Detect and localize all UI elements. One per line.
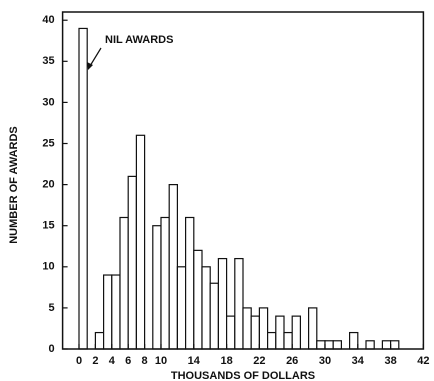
bar (111, 274, 121, 350)
y-tick-label: 30 (42, 96, 54, 108)
x-tick-label: 26 (286, 355, 298, 367)
bar (168, 184, 178, 350)
bar (209, 282, 219, 350)
bar (185, 216, 195, 350)
y-tick-label: 25 (42, 137, 54, 149)
bar (119, 216, 129, 350)
bar (127, 175, 137, 350)
y-tick-label: 5 (48, 302, 54, 314)
x-tick-label: 18 (220, 355, 232, 367)
bar (242, 307, 252, 350)
bar (176, 266, 187, 350)
bar (226, 315, 236, 350)
x-tick-label: 34 (352, 355, 365, 367)
bar (390, 340, 400, 350)
bar (152, 225, 162, 350)
x-tick-label: 0 (76, 355, 82, 367)
y-tick-label: 15 (42, 220, 54, 232)
bar (193, 249, 203, 350)
bar (275, 315, 285, 350)
y-tick-label: 35 (42, 55, 54, 67)
annotation-arrow (89, 47, 102, 67)
y-tick-label: 0 (48, 343, 54, 355)
bar (308, 307, 318, 350)
bar (201, 266, 211, 350)
annotation: NIL AWARDS (105, 34, 173, 46)
bar (102, 274, 113, 350)
x-tick-label: 8 (142, 355, 148, 367)
x-axis-label: THOUSANDS OF DOLLARS (171, 370, 315, 381)
bar (291, 315, 302, 350)
x-tick-label: 6 (125, 355, 131, 367)
bar (258, 307, 269, 350)
x-tick-label: 30 (319, 355, 331, 367)
bar (324, 340, 334, 350)
x-tick-label: 2 (92, 355, 98, 367)
x-tick-label: 4 (109, 355, 116, 367)
bar (349, 331, 359, 350)
x-tick-label: 10 (155, 355, 167, 367)
bar (234, 257, 244, 350)
arrow-head (87, 62, 93, 70)
bar (217, 257, 228, 350)
bar (94, 331, 105, 350)
bar (250, 315, 260, 350)
bar (135, 134, 146, 350)
bar (381, 340, 392, 350)
bar (78, 27, 88, 350)
y-axis-label: NUMBER OF AWARDS (8, 126, 20, 244)
plot-frame (61, 11, 425, 350)
bar (332, 340, 343, 350)
x-tick-label: 42 (417, 355, 429, 367)
bar (316, 340, 326, 350)
x-tick-label: 22 (253, 355, 265, 367)
bar (283, 331, 293, 350)
bar (267, 331, 277, 350)
y-tick-label: 40 (42, 14, 54, 26)
bar (160, 216, 170, 350)
x-tick-label: 14 (188, 355, 201, 367)
y-tick-label: 20 (42, 179, 54, 191)
x-tick-label: 38 (384, 355, 396, 367)
y-tick-label: 10 (42, 261, 54, 273)
bar (365, 340, 375, 350)
